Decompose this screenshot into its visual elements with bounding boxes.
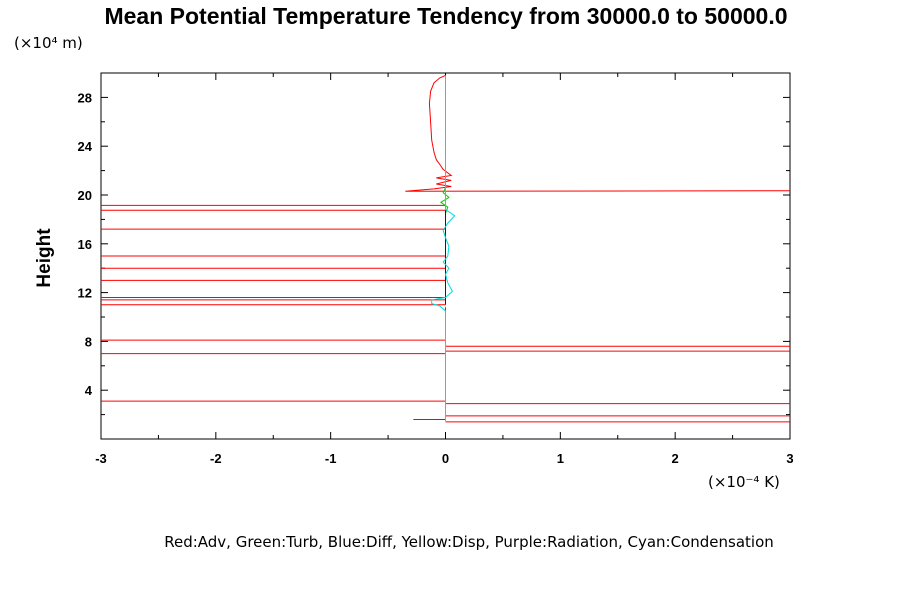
x-unit-label: (×10⁻⁴ K) bbox=[708, 473, 780, 491]
y-axis-label: Height bbox=[34, 228, 55, 288]
x-tick-label: -1 bbox=[325, 451, 337, 466]
y-tick-label: 4 bbox=[85, 383, 93, 398]
x-tick-label: -2 bbox=[210, 451, 222, 466]
series-line-adv bbox=[405, 74, 791, 192]
legend: Red:Adv, Green:Turb, Blue:Diff, Yellow:D… bbox=[164, 533, 774, 551]
x-tick-label: 0 bbox=[442, 451, 449, 466]
x-tick-label: -3 bbox=[95, 451, 107, 466]
y-unit-label: (×10⁴ m) bbox=[14, 34, 83, 52]
y-tick-label: 12 bbox=[78, 286, 92, 301]
x-tick-label: 3 bbox=[786, 451, 793, 466]
y-tick-label: 20 bbox=[78, 188, 92, 203]
series-line-condensation bbox=[431, 75, 456, 421]
chart-title: Mean Potential Temperature Tendency from… bbox=[104, 3, 787, 29]
y-tick-label: 8 bbox=[85, 334, 92, 349]
y-tick-label: 24 bbox=[78, 139, 93, 154]
x-tick-label: 2 bbox=[672, 451, 679, 466]
y-tick-label: 16 bbox=[78, 237, 92, 252]
x-tick-label: 1 bbox=[557, 451, 564, 466]
y-tick-label: 28 bbox=[78, 90, 92, 105]
